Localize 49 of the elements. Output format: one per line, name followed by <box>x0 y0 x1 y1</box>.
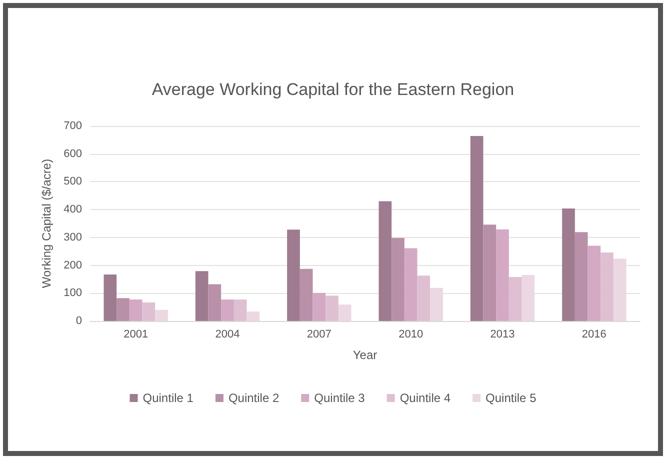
bar <box>104 274 117 321</box>
bar <box>287 230 300 321</box>
bar <box>483 224 496 321</box>
x-tick-label: 2004 <box>215 328 240 340</box>
bar <box>574 232 588 321</box>
bar <box>221 300 234 321</box>
y-axis-title: Working Capital ($/acre) <box>40 158 54 288</box>
legend-label: Quintile 4 <box>400 391 451 405</box>
bar <box>234 300 247 321</box>
bar <box>470 136 484 321</box>
x-tick-label: 2016 <box>582 328 606 340</box>
bar <box>392 238 404 321</box>
bar <box>378 201 392 321</box>
y-tick-label: 300 <box>64 231 82 244</box>
bar <box>116 298 130 321</box>
y-tick-label: 500 <box>64 176 82 188</box>
legend-label: Quintile 2 <box>228 391 280 405</box>
bar <box>246 312 260 321</box>
x-tick-label: 2010 <box>398 328 424 340</box>
bar <box>600 252 614 321</box>
x-tick-label: 2001 <box>124 328 148 340</box>
x-axis-title: Year <box>352 348 378 362</box>
y-tick-label: 100 <box>64 287 82 300</box>
bar <box>496 229 509 321</box>
legend-label: Quintile 1 <box>142 391 194 405</box>
bar <box>338 304 352 321</box>
bar <box>208 284 222 321</box>
bar <box>588 246 601 321</box>
y-tick-label: 0 <box>76 315 82 327</box>
bar <box>195 271 208 321</box>
bar <box>312 292 326 321</box>
chart-title: Average Working Capital for the Eastern Region <box>152 80 514 99</box>
y-tick-label: 600 <box>64 148 82 160</box>
bar <box>300 268 313 321</box>
bar <box>155 310 168 321</box>
y-tick-label: 400 <box>64 204 82 216</box>
bar <box>326 296 338 321</box>
legend-label: Quintile 5 <box>486 391 537 405</box>
x-tick-label: 2007 <box>306 328 332 340</box>
bar <box>562 208 575 321</box>
x-tick-label: 2013 <box>490 328 515 340</box>
bar <box>417 276 430 321</box>
bar <box>129 300 142 321</box>
y-tick-label: 700 <box>64 120 82 132</box>
bar <box>142 302 156 321</box>
legend-label: Quintile 3 <box>314 391 366 405</box>
y-tick-label: 200 <box>64 259 82 272</box>
bar <box>508 276 522 321</box>
bar <box>404 248 418 321</box>
